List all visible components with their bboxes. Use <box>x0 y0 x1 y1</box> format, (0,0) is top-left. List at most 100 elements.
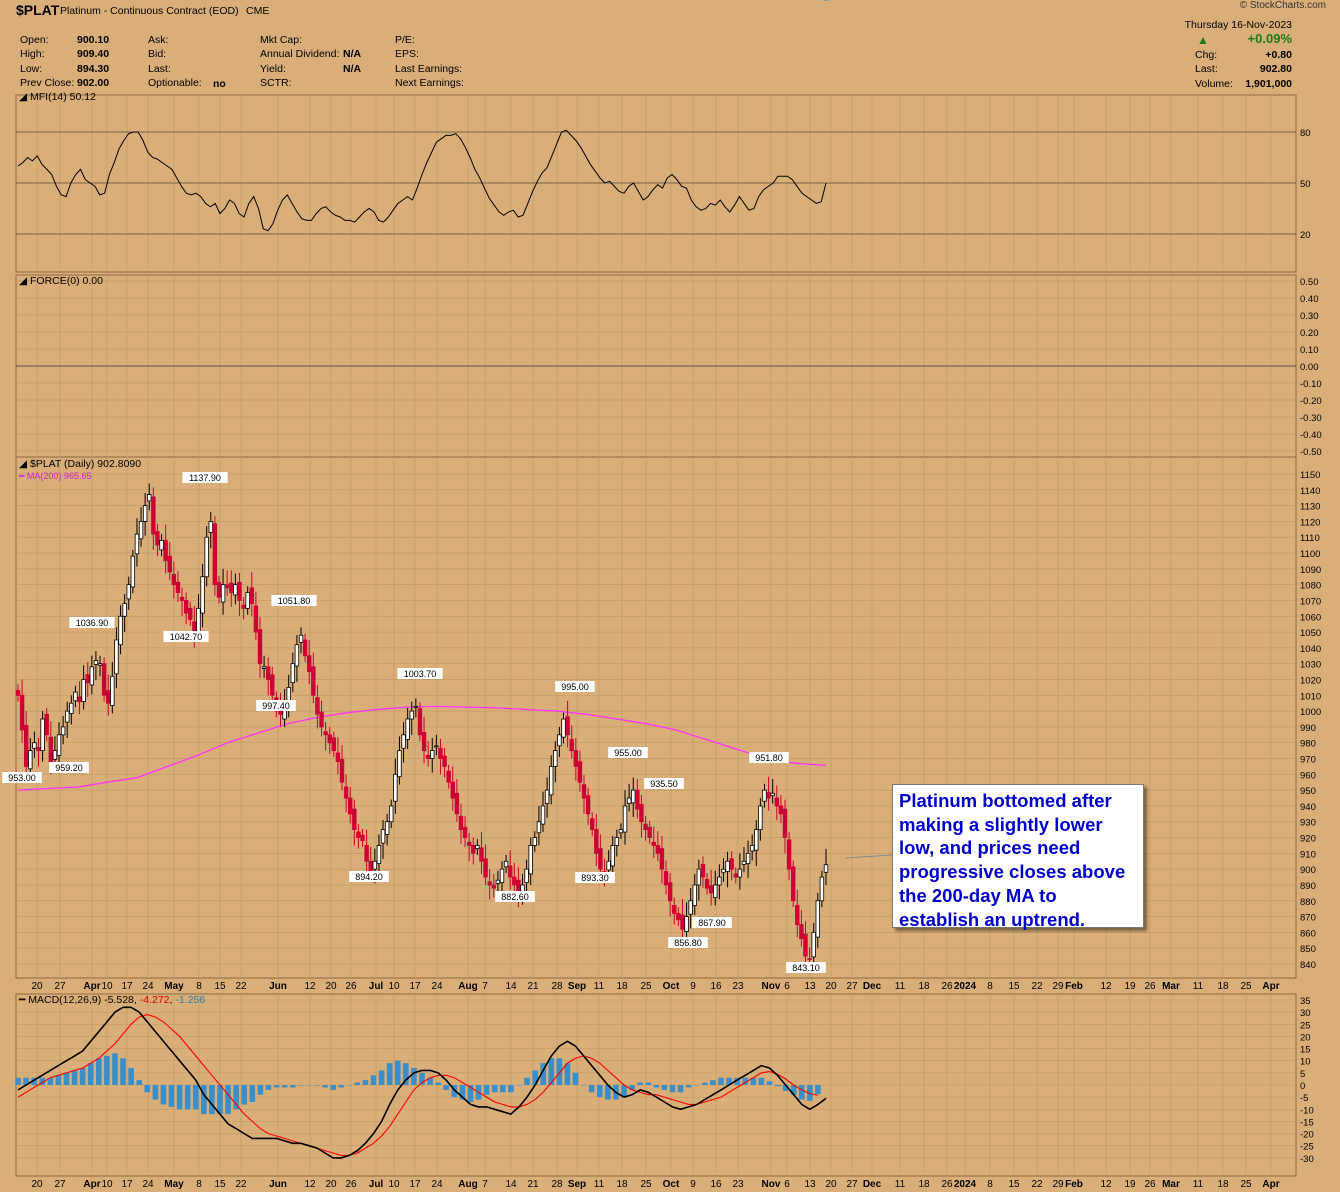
x-tick-label: 15 <box>1008 1179 1020 1190</box>
macd-histogram-bar <box>710 1080 716 1085</box>
stat-high: 909.40 <box>77 48 110 60</box>
x-tick-label: 6 <box>784 1179 790 1190</box>
stat-prev-label: Prev Close: <box>20 77 75 89</box>
x-tick-label: 18 <box>1217 1179 1229 1190</box>
force-y-tick: -0.10 <box>1300 379 1322 390</box>
x-tick-label: 18 <box>918 981 930 992</box>
x-tick-label: 25 <box>1240 981 1252 992</box>
ma200-line <box>17 705 827 791</box>
candle-body <box>122 603 127 617</box>
candle-body <box>770 792 775 797</box>
stat-nextearn-label: Next Earnings: <box>395 77 464 89</box>
force-y-tick: -0.30 <box>1300 413 1322 424</box>
candle-body <box>807 958 812 960</box>
x-tick-label: 23 <box>732 1179 744 1190</box>
candle-body <box>380 829 386 844</box>
candle-body <box>89 666 95 686</box>
x-tick-label: 20 <box>825 981 837 992</box>
candle-body <box>754 829 759 851</box>
candle-body <box>134 533 140 555</box>
macd-histogram-bar <box>411 1068 417 1085</box>
macd-histogram-bar <box>807 1085 813 1101</box>
candle-body <box>323 731 328 736</box>
macd-histogram-bar <box>734 1077 740 1085</box>
macd-histogram-bar <box>217 1085 223 1115</box>
candle-body <box>692 884 697 906</box>
annotation-box <box>555 681 595 692</box>
candle-body <box>631 789 636 804</box>
price-y-tick: 1060 <box>1300 612 1321 623</box>
force-y-tick: 0.00 <box>1300 362 1319 373</box>
stat-prev: 902.00 <box>77 77 110 89</box>
price-y-tick: 900 <box>1300 865 1316 876</box>
candle-body <box>93 660 99 665</box>
force-y-tick: 0.40 <box>1300 294 1319 305</box>
macd-histogram-bar <box>314 1085 320 1086</box>
macd-histogram-bar <box>702 1082 708 1085</box>
x-tick-label: 8 <box>196 1179 202 1190</box>
candle-body <box>208 521 213 533</box>
candle-body <box>196 607 201 634</box>
x-tick-label: 15 <box>214 1179 226 1190</box>
up-arrow-icon: ▲ <box>1197 33 1209 47</box>
stat-sctr-label: SCTR: <box>260 77 292 89</box>
macd-histogram-bar <box>136 1080 142 1085</box>
x-tick-label: 17 <box>121 1179 133 1190</box>
candle-body <box>700 864 706 878</box>
x-tick-label: 14 <box>505 981 517 992</box>
annotation-label: 953.00 <box>8 773 36 783</box>
candle-body <box>265 666 271 680</box>
x-tick-label: 2024 <box>954 1179 977 1190</box>
ma200-path <box>17 705 827 791</box>
candle-body <box>241 604 246 609</box>
mfi-frame <box>15 94 1297 273</box>
candle-body <box>507 865 513 878</box>
x-tick-label: Apr <box>83 981 100 992</box>
macd-histogram-bar <box>120 1058 126 1085</box>
macd-y-tick: -20 <box>1300 1130 1314 1141</box>
macd-histogram-bar <box>823 0 829 1</box>
macd-histogram-bar <box>790 1085 797 1095</box>
ma-legend-swatch: ━ <box>19 471 27 481</box>
price-y-tick: 1010 <box>1300 691 1321 702</box>
candle-body <box>393 773 398 802</box>
stat-low-label: Low: <box>20 63 43 75</box>
force-y-tick: -0.40 <box>1300 430 1322 441</box>
price-y-tick: 1120 <box>1300 517 1320 528</box>
candle-body <box>811 931 816 958</box>
macd-histogram-bar <box>71 1070 78 1085</box>
macd-y-tick: 10 <box>1300 1057 1311 1068</box>
candle-body <box>245 592 250 609</box>
candle-body <box>475 845 480 850</box>
macd-histogram-bar <box>354 1082 361 1085</box>
x-tick-label: Nov <box>762 981 781 992</box>
x-tick-label: 26 <box>1144 1179 1156 1190</box>
force-y-tick: 0.10 <box>1300 345 1319 356</box>
annotation-label: 997.40 <box>262 701 290 711</box>
macd-histogram-bar <box>758 1077 765 1085</box>
macd-y-tick: -25 <box>1300 1142 1314 1153</box>
chg-label: Chg: <box>1195 49 1218 61</box>
x-tick-label: Aug <box>458 1179 477 1190</box>
macd-histogram-bar <box>63 1072 70 1085</box>
x-tick-label: 16 <box>710 1179 722 1190</box>
x-tick-label: Apr <box>1262 981 1279 992</box>
macd-histogram-bar <box>661 1085 668 1090</box>
candle-body <box>171 573 177 586</box>
x-tick-label: 25 <box>640 981 652 992</box>
macd-histogram-bar <box>467 1085 474 1102</box>
annotation-label: 856.80 <box>674 938 702 948</box>
annotation-box <box>397 668 443 679</box>
candle-body <box>327 734 332 744</box>
price-y-tick: 1150 <box>1300 470 1320 481</box>
x-tick-label: 24 <box>142 981 154 992</box>
x-tick-label: 8 <box>987 1179 993 1190</box>
price-y-tick: 860 <box>1300 928 1316 939</box>
macd-histogram-bar <box>184 1085 191 1110</box>
annotation-label: 1137.90 <box>189 473 221 483</box>
stat-bid-label: Bid: <box>148 48 167 60</box>
x-tick-label: Dec <box>863 1179 882 1190</box>
annotation-box <box>644 778 684 789</box>
candle-body <box>499 868 505 883</box>
